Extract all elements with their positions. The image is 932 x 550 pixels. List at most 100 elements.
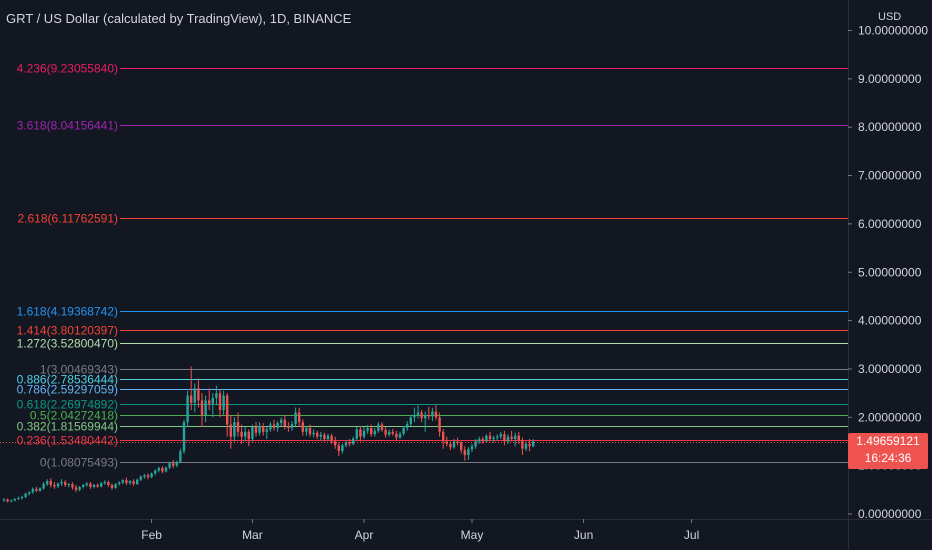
price-tick-label: 2.00000000 xyxy=(858,410,922,424)
candle-body xyxy=(193,388,196,403)
fib-level-label: 1(3.00469343) xyxy=(40,363,118,377)
candle-body xyxy=(380,424,384,430)
candle-body xyxy=(121,480,124,483)
candle-body xyxy=(82,484,85,487)
price-axis[interactable]: 0.000000001.000000002.000000003.00000000… xyxy=(848,0,928,550)
candle-body xyxy=(67,484,70,486)
candle-body xyxy=(208,400,211,404)
fib-level-label: 0(1.08075493) xyxy=(40,456,118,470)
candle-body xyxy=(442,431,445,442)
candle-body xyxy=(496,436,499,438)
candle-body xyxy=(31,488,34,493)
fib-level-label: 3.618(8.04156441) xyxy=(17,119,118,133)
candle-body xyxy=(528,443,531,447)
candle-body xyxy=(53,484,56,487)
time-axis[interactable]: Feb Mar Apr May Jun Jul xyxy=(0,519,932,542)
candle-body xyxy=(197,388,200,401)
fib-level-label: 0.236(1.53480442) xyxy=(17,434,118,448)
candle-body xyxy=(294,412,297,425)
candle-body xyxy=(56,483,60,487)
candle-body xyxy=(517,435,520,441)
candle-body xyxy=(161,468,164,472)
candle-body xyxy=(521,440,524,449)
candle-body xyxy=(211,397,214,404)
candle-body xyxy=(46,481,49,485)
candle-body xyxy=(247,431,250,440)
candle-body xyxy=(114,484,117,488)
candle-body xyxy=(164,467,168,472)
candle-body xyxy=(10,500,13,502)
candle-body xyxy=(204,400,207,415)
candle-body xyxy=(316,432,319,437)
candle-body xyxy=(258,426,261,433)
candle-body xyxy=(298,412,301,423)
candle-body xyxy=(326,435,330,440)
candle-body xyxy=(359,429,362,437)
candle-body xyxy=(172,463,175,466)
candle-body xyxy=(254,426,258,433)
candle-body xyxy=(488,435,492,440)
candle-body xyxy=(179,451,182,462)
fib-level-label: 1.618(4.19368742) xyxy=(17,305,118,319)
candle-body xyxy=(272,424,276,428)
candle-body xyxy=(431,411,434,417)
candle-body xyxy=(377,424,380,431)
candle-body xyxy=(6,499,9,502)
candle-body xyxy=(474,441,477,447)
fib-level-label: 0.886(2.78536444) xyxy=(17,373,118,387)
candle-body xyxy=(182,422,186,452)
candle-body xyxy=(391,431,394,434)
candlestick-series xyxy=(0,366,848,503)
price-tick-label: 4.00000000 xyxy=(858,314,922,328)
candle-body xyxy=(290,424,294,428)
candle-body xyxy=(226,395,229,425)
candle-body xyxy=(456,441,459,443)
candle-body xyxy=(218,393,222,411)
time-tick-label: Jun xyxy=(574,528,593,542)
candle-body xyxy=(42,484,45,489)
fib-level-label: 0.5(2.04272418) xyxy=(30,409,118,423)
candle-body xyxy=(470,446,474,450)
candle-body xyxy=(190,395,193,403)
candle-body xyxy=(308,427,312,435)
candle-body xyxy=(20,497,24,499)
time-tick-label: May xyxy=(461,528,484,542)
candle-body xyxy=(305,427,308,432)
candle-body xyxy=(312,432,315,435)
candle-body xyxy=(132,481,135,485)
price-tick-label: 3.00000000 xyxy=(858,362,922,376)
candle-body xyxy=(118,482,121,485)
candle-body xyxy=(424,414,427,419)
candle-body xyxy=(481,439,484,442)
candle-body xyxy=(28,492,31,494)
currency-label: USD xyxy=(878,11,902,23)
candle-body xyxy=(388,431,391,435)
time-tick-label: Apr xyxy=(355,528,374,542)
candle-body xyxy=(17,498,20,500)
candle-body xyxy=(236,422,240,432)
candle-body xyxy=(38,488,42,491)
fib-level-label: 0.382(1.81569944) xyxy=(17,420,118,434)
candle-body xyxy=(503,434,506,442)
candle-body xyxy=(100,483,103,487)
candle-body xyxy=(233,422,236,437)
candle-body xyxy=(240,431,243,437)
candle-body xyxy=(323,434,326,440)
candle-body xyxy=(168,463,171,468)
candle-body xyxy=(96,484,99,487)
candle-body xyxy=(74,487,78,490)
candle-body xyxy=(348,442,351,444)
candle-body xyxy=(150,473,153,478)
candle-body xyxy=(222,395,225,411)
candle-body xyxy=(406,424,409,428)
candle-body xyxy=(265,429,268,432)
candle-body xyxy=(467,449,470,456)
candle-body xyxy=(524,443,528,449)
candle-body xyxy=(344,442,348,446)
price-tick-label: 0.00000000 xyxy=(858,507,922,521)
price-tick-label: 5.00000000 xyxy=(858,265,922,279)
candle-body xyxy=(373,430,376,435)
candle-body xyxy=(416,412,420,415)
price-tick-label: 9.00000000 xyxy=(858,72,922,86)
